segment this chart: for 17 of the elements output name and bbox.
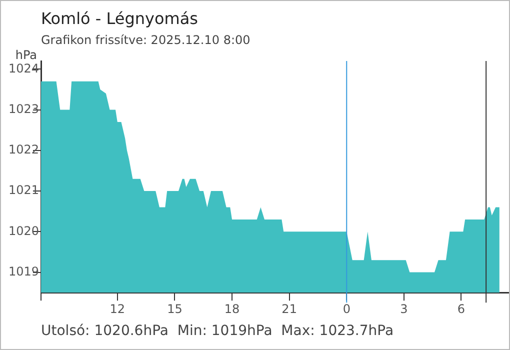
x-tick-label: 12 bbox=[110, 302, 126, 316]
y-axis-title: hPa bbox=[15, 48, 37, 62]
x-tick-label: 3 bbox=[400, 302, 408, 316]
y-tick-label: 1021 bbox=[8, 183, 39, 198]
y-tick-label: 1023 bbox=[8, 102, 39, 116]
chart-subtitle: Grafikon frissítve: 2025.12.10 8:00 bbox=[41, 33, 250, 47]
y-tick-label: 1022 bbox=[8, 142, 39, 157]
text: Utolsó: 1020.6hPa Min: 1019hPa Max: 1023.7hPa bbox=[41, 323, 394, 339]
x-tick-label: 15 bbox=[167, 302, 182, 316]
y-tick-label: 1020 bbox=[8, 224, 39, 238]
x-tick-label: 21 bbox=[282, 302, 297, 316]
chart-title: Komló - Légnyomás bbox=[41, 9, 198, 28]
x-tick-label: 18 bbox=[224, 302, 240, 316]
x-tick-label: 0 bbox=[342, 302, 350, 316]
x-tick-label: 6 bbox=[457, 302, 466, 316]
y-tick-label: 1024 bbox=[8, 61, 39, 76]
y-tick-label: 1019 bbox=[8, 264, 39, 278]
